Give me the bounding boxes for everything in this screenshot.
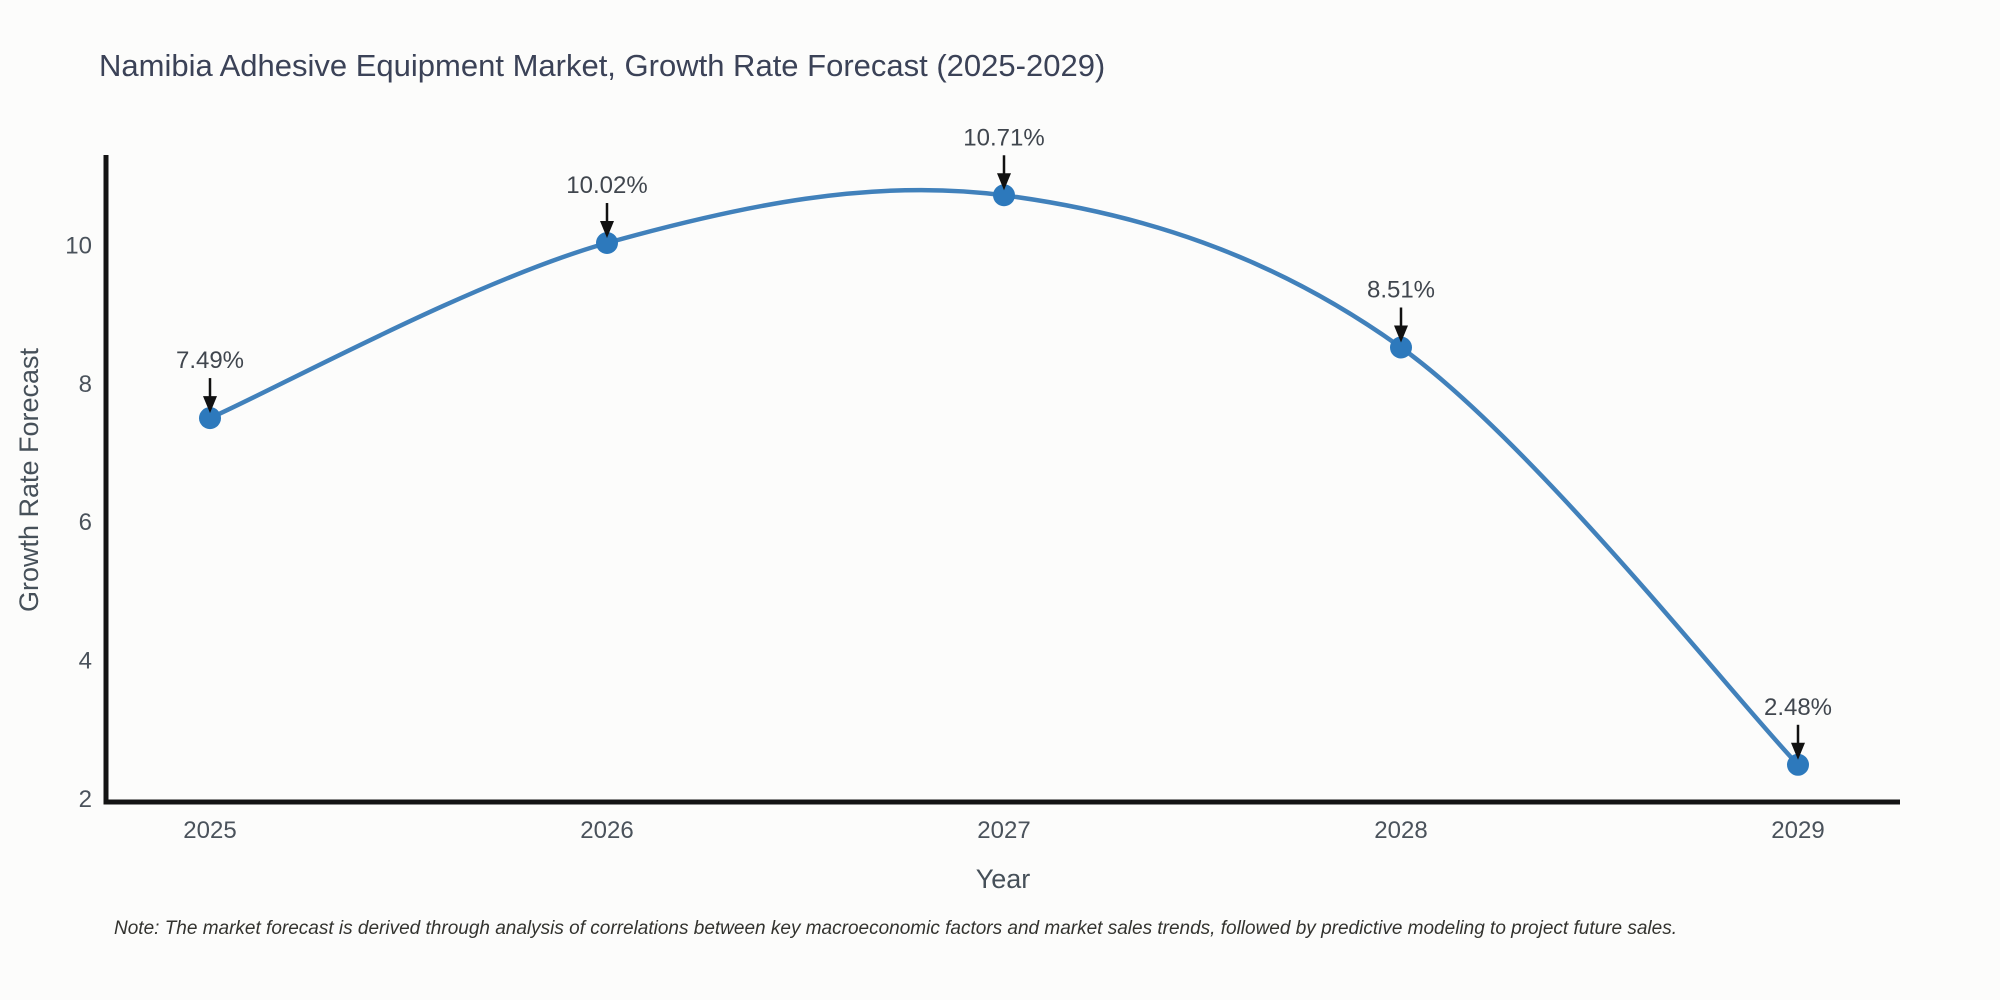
x-tick-label: 2025: [183, 817, 236, 844]
y-tick-label: 2: [79, 786, 92, 813]
annotation-arrow-icon: [600, 221, 614, 239]
annotation-arrow-icon: [203, 396, 217, 414]
annotation-arrow-icon: [1394, 325, 1408, 343]
data-point-label: 10.71%: [963, 124, 1044, 151]
data-point-marker: [993, 184, 1015, 207]
data-point-label: 2.48%: [1764, 694, 1832, 721]
data-point-marker: [199, 407, 221, 430]
y-tick-label: 6: [79, 509, 92, 536]
x-tick-label: 2026: [580, 817, 633, 844]
x-tick-label: 2028: [1374, 817, 1427, 844]
data-point-marker: [1390, 336, 1412, 359]
y-tick-label: 10: [65, 232, 92, 259]
x-axis-title: Year: [976, 864, 1031, 894]
y-tick-label: 4: [79, 648, 92, 675]
data-point-marker: [1787, 753, 1809, 776]
data-point-label: 10.02%: [566, 172, 647, 199]
plot-area: 2 4 6 8 10 2025 2026 2027 2028 2029 7.49% 10.02% 10.…: [65, 124, 1900, 844]
data-point-label: 8.51%: [1367, 277, 1435, 304]
y-axis-title: Growth Rate Forecast: [14, 347, 44, 612]
data-point-label: 7.49%: [176, 347, 244, 374]
annotation-arrow-icon: [1791, 742, 1805, 760]
x-tick-label: 2027: [977, 817, 1030, 844]
chart-title: Namibia Adhesive Equipment Market, Growt…: [99, 48, 1106, 83]
trend-line: [207, 187, 1801, 768]
data-point-marker: [596, 232, 618, 255]
x-tick-label: 2029: [1771, 817, 1824, 844]
y-tick-label: 8: [79, 371, 92, 398]
footnote: Note: The market forecast is derived thr…: [114, 918, 1677, 939]
annotation-arrow-icon: [997, 173, 1011, 191]
